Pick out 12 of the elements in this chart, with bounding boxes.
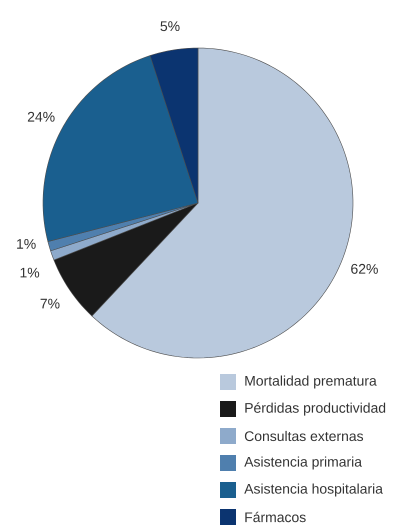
data-label: 1% [17, 239, 36, 249]
legend-label: Asistencia hospitalaria [244, 483, 383, 496]
legend-label: Fármacos [245, 512, 306, 522]
legend-label: Consultas externas [244, 430, 364, 442]
data-label: 62% [351, 264, 378, 274]
data-label: 5% [160, 21, 180, 32]
data-label: 1% [20, 268, 40, 278]
data-label: 7% [40, 298, 60, 308]
legend-label: Asistencia primaria [244, 456, 362, 470]
data-label: 24% [28, 112, 55, 122]
legend-label: Pérdidas productividad [245, 402, 386, 416]
legend-label: Mortalidad prematura [245, 375, 377, 388]
